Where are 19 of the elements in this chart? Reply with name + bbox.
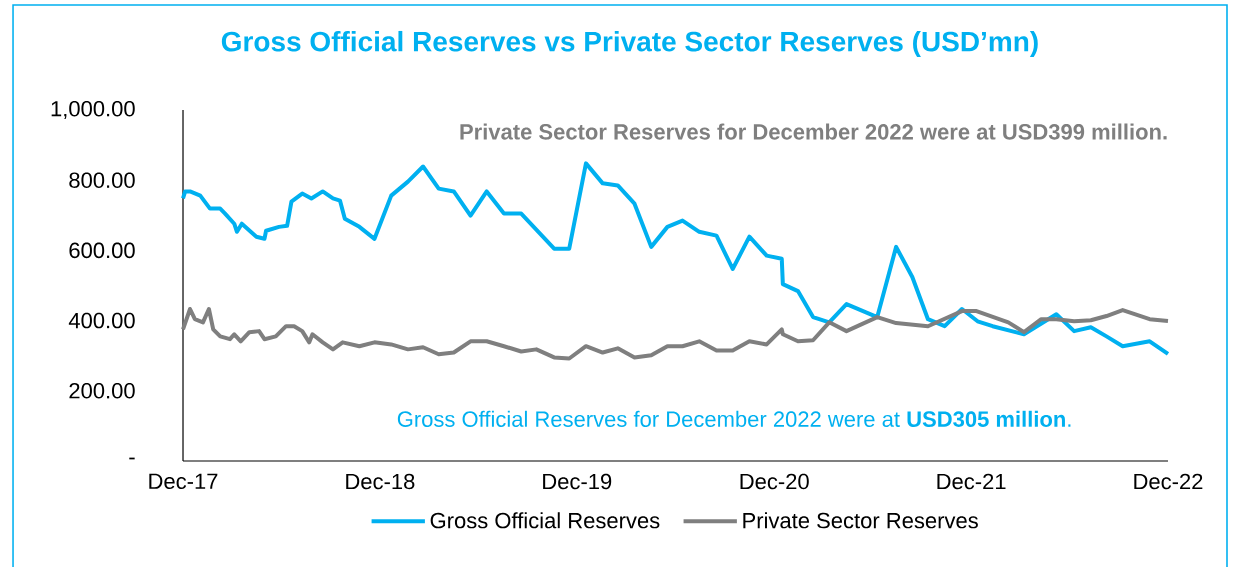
line-series: [181, 307, 1170, 361]
legend-label: Gross Official Reserves: [430, 512, 660, 529]
chart-title: Gross Official Reserves vs Private Sector Reserves (USD’mn): [221, 30, 1038, 58]
annotation: Gross Official Reserves for December 2022 were at USD305 million.: [397, 410, 1071, 427]
x-tick-label: Dec-17: [149, 473, 218, 490]
y-tick-label: 200.00: [69, 382, 135, 399]
x-tick-label: Dec-18: [346, 473, 415, 490]
x-tick-label: Dec-19: [543, 473, 612, 490]
y-tick-label: 1,000.00: [51, 100, 135, 120]
y-tick-label: -: [129, 457, 135, 460]
x-tick-label: Dec-20: [740, 473, 809, 490]
x-tick-label: Dec-22: [1134, 473, 1203, 490]
y-tick-label: 600.00: [69, 242, 135, 259]
line-series: [181, 161, 1170, 356]
x-tick-label: Dec-21: [937, 473, 1006, 490]
legend-label: Private Sector Reserves: [743, 512, 978, 529]
y-tick-label: 800.00: [69, 172, 135, 188]
annotation: Private Sector Reserves for December 2022 were at USD399 million.: [460, 123, 1167, 140]
y-tick-label: 400.00: [68, 312, 135, 329]
